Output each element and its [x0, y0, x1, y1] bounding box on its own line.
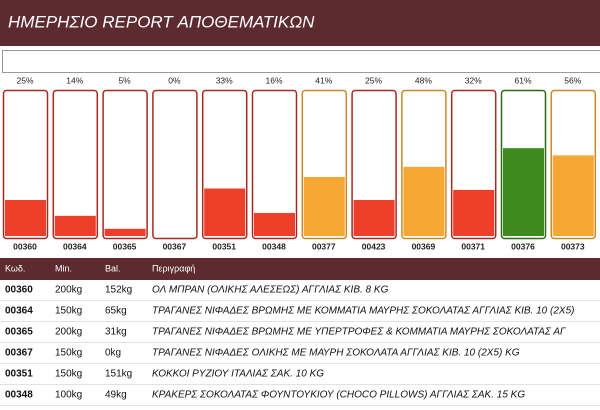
code-label: 00371	[461, 241, 485, 251]
row-balance: 151kg	[105, 369, 132, 380]
code-label: 00351	[212, 241, 236, 251]
level-bar	[403, 166, 445, 236]
row-min: 200kg	[55, 327, 82, 338]
row-code: 00367	[5, 348, 33, 359]
level-bar	[552, 155, 594, 236]
row-balance: 152kg	[105, 285, 132, 296]
row-description: ΤΡΑΓΑΝΕΣ ΝΙΦΑΔΕΣ ΒΡΩΜΗΣ ΜΕ ΚΟΜΜΑΤΙΑ ΜΑΥΡ…	[152, 306, 574, 317]
row-min: 150kg	[55, 369, 82, 380]
code-label: 00367	[163, 241, 187, 251]
code-label: 00377	[312, 241, 336, 251]
row-code: 00364	[5, 306, 33, 317]
code-label: 00373	[561, 241, 585, 251]
row-description: ΤΡΑΓΑΝΕΣ ΝΙΦΑΔΕΣ ΟΛΙΚΗΣ ΜΕ ΜΑΥΡΗ ΣΟΚΟΛΑΤ…	[152, 348, 520, 359]
value-label: 0%	[168, 75, 181, 85]
header-bar	[0, 0, 600, 46]
value-label: 16%	[265, 75, 282, 85]
level-bar	[453, 189, 495, 236]
level-bar	[204, 188, 246, 236]
column-header: Bal.	[105, 263, 121, 273]
value-label: 32%	[465, 75, 482, 85]
level-bar	[503, 148, 544, 236]
row-description: ΤΡΑΓΑΝΕΣ ΝΙΦΑΔΕΣ ΒΡΩΜΗΣ ΜΕ ΥΠΕΡΤΡΟΦΕΣ & …	[152, 327, 567, 338]
row-code: 00360	[5, 285, 33, 296]
value-label: 61%	[514, 75, 531, 85]
table-header	[0, 258, 600, 280]
code-label: 00348	[262, 241, 286, 251]
tank	[251, 89, 298, 240]
row-balance: 31kg	[105, 327, 127, 338]
row-min: 150kg	[55, 348, 82, 359]
value-label: 41%	[315, 75, 332, 85]
row-balance: 49kg	[105, 390, 127, 401]
row-code: 00365	[5, 327, 33, 338]
tank	[102, 89, 148, 240]
value-label: 25%	[16, 75, 33, 85]
code-label: 00364	[63, 241, 87, 251]
code-label: 00360	[13, 241, 37, 251]
search-input[interactable]	[2, 50, 600, 73]
level-bar	[353, 200, 395, 236]
column-header: Κωδ.	[5, 263, 25, 273]
value-label: 33%	[216, 75, 233, 85]
row-code: 00351	[5, 369, 33, 380]
row-min: 150kg	[55, 306, 82, 317]
value-label: 14%	[66, 75, 83, 85]
code-label: 00369	[412, 241, 436, 251]
row-description: ΚΟΚΚΟΙ ΡΥΖΙΟΥ ΙΤΑΛΙΑΣ ΣΑΚ. 10 KG	[152, 369, 324, 380]
value-label: 25%	[365, 75, 382, 85]
header-title: ΗΜΕΡΗΣΙΟ REPORT ΑΠΟΘΕΜΑΤΙΚΩΝ	[8, 12, 315, 31]
level-bar	[104, 228, 146, 236]
row-balance: 65kg	[105, 306, 127, 317]
tank	[52, 89, 99, 240]
code-label: 00423	[362, 241, 386, 251]
value-label: 56%	[564, 75, 581, 85]
level-bar	[254, 212, 295, 236]
column-header: Min.	[55, 263, 72, 273]
level-bar	[303, 176, 345, 236]
column-header: Περιγραφή	[152, 263, 195, 273]
row-min: 200kg	[55, 285, 82, 296]
code-label: 00365	[113, 241, 137, 251]
value-label: 5%	[118, 75, 131, 85]
value-label: 48%	[415, 75, 432, 85]
row-description: ΚΡΑΚΕΡΣ ΣΟΚΟΛΑΤΑΣ ΦΟΥΝΤΟΥΚΙΟΥ (CHOCO PIL…	[152, 390, 525, 401]
row-balance: 0kg	[105, 348, 121, 359]
row-code: 00348	[5, 390, 33, 401]
row-min: 100kg	[55, 390, 82, 401]
code-label: 00376	[511, 241, 535, 251]
tank	[152, 89, 198, 240]
level-bar	[5, 200, 46, 236]
row-description: ΟΛ ΜΠΡΑΝ (ΟΛΙΚΗΣ ΑΛΕΣΕΩΣ) ΑΓΓΛΙΑΣ ΚΙΒ. 8…	[152, 285, 389, 296]
level-bar	[54, 215, 96, 236]
